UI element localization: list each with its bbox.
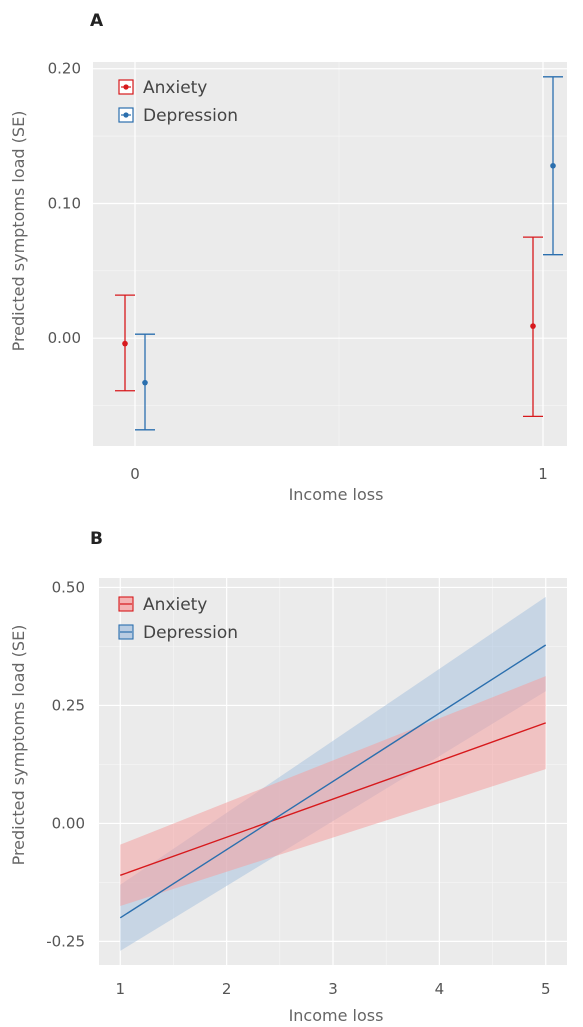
panel-a-point (142, 379, 148, 386)
panel-b: B -0.25 0.00 0.25 0.50 1 2 3 4 5 Income loss Pr… (9, 529, 567, 1025)
panel-b-x-tick-label: 2 (222, 980, 232, 998)
panel-b-y-ticks: -0.25 0.00 0.25 0.50 (46, 578, 85, 950)
panel-b-legend-anxiety-label: Anxiety (143, 595, 207, 615)
panel-a-series-depression (135, 76, 563, 431)
panel-b-line-anxiety (120, 722, 546, 876)
panel-a-marks (115, 76, 563, 431)
panel-a-legend-depression-label: Depression (143, 106, 238, 126)
panel-b-legend-depression: Depression (118, 623, 238, 643)
panel-a-y-tick-label: 0.10 (48, 194, 81, 212)
panel-b-y-tick-label: 0.00 (52, 814, 85, 832)
panel-a-legend-anxiety-label: Anxiety (143, 78, 207, 98)
panel-a-legend-depression-key-dot (123, 112, 129, 118)
panel-b-legend-depression-label: Depression (143, 623, 238, 643)
panel-a-legend-depression: Depression (118, 106, 238, 126)
panel-b-y-tick-label: 0.25 (52, 696, 85, 714)
panel-b-x-tick-label: 4 (435, 980, 445, 998)
panel-b-letter: B (90, 529, 103, 549)
panel-a-gridlines (93, 62, 567, 446)
panel-b-x-ticks: 1 2 3 4 5 (115, 980, 550, 998)
panel-b-x-tick-label: 1 (115, 980, 125, 998)
panel-b-marks (119, 596, 547, 951)
panel-b-y-tick-label: 0.50 (52, 578, 85, 596)
panel-b-y-tick-label: -0.25 (46, 932, 85, 950)
panel-a-legend: Anxiety Depression (118, 78, 238, 126)
panel-b-ci-band-anxiety (120, 676, 546, 907)
panel-b-line-depression (119, 644, 547, 919)
panel-a-y-tick-label: 0.00 (48, 329, 81, 347)
panel-b-x-tick-label: 5 (541, 980, 551, 998)
panel-b-x-tick-label: 3 (328, 980, 338, 998)
panel-b-y-axis-title: Predicted symptoms load (SE) (9, 625, 28, 866)
panel-a-point (122, 340, 128, 347)
panel-a-plot-background (93, 62, 567, 446)
panel-a-y-axis-title: Predicted symptoms load (SE) (9, 111, 28, 352)
panel-a-y-tick-label: 0.20 (48, 60, 81, 78)
panel-a-point (550, 162, 556, 169)
panel-a-series-anxiety (115, 236, 543, 418)
panel-a-letter: A (90, 11, 104, 31)
panel-b-x-axis-title: Income loss (289, 1006, 384, 1025)
panel-a-x-tick-label: 1 (538, 465, 548, 483)
panel-a-point (530, 323, 536, 329)
panel-b-legend-anxiety: Anxiety (118, 595, 207, 615)
panel-a-legend-anxiety: Anxiety (118, 78, 207, 98)
panel-a-legend-anxiety-key-dot (123, 84, 129, 90)
panel-b-legend: Anxiety Depression (118, 595, 238, 643)
panel-a-x-tick-label: 0 (130, 465, 140, 483)
panel-a-x-axis-title: Income loss (289, 485, 384, 504)
panel-a-y-ticks: 0.00 0.10 0.20 (48, 60, 81, 347)
